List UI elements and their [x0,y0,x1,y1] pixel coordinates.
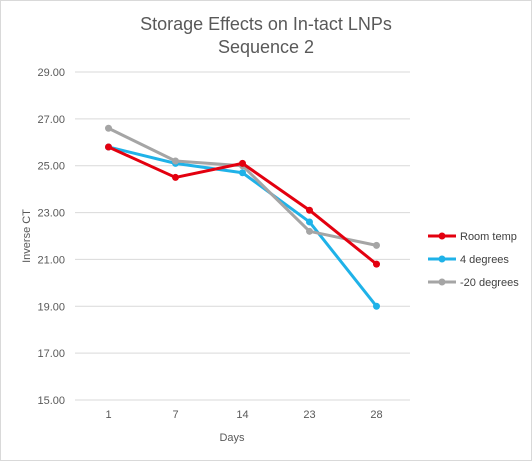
x-axis-title: Days [219,432,245,444]
series-lines [105,124,380,310]
y-tick-label: 15.00 [37,395,65,407]
data-point [239,159,246,167]
legend-item: Room temp [428,231,517,243]
legend-item: -20 degrees [428,277,519,289]
x-axis-ticks: 1 7 14 23 28 [105,409,382,421]
data-point [105,124,112,132]
series-line [107,126,377,247]
x-tick-label: 1 [105,409,111,421]
data-point [105,143,112,151]
gridlines [75,71,410,401]
y-tick-label: 21.00 [37,254,65,266]
legend-label: Room temp [460,231,517,243]
data-point [172,157,179,165]
y-axis-ticks: 15.00 17.00 19.00 21.00 23.00 25.00 27.00 29.00 [37,67,65,407]
legend-label: 4 degrees [460,254,509,266]
y-tick-label: 17.00 [37,348,65,360]
y-tick-label: 27.00 [37,114,65,126]
data-point [172,173,179,181]
legend-item: 4 degrees [428,254,509,266]
x-tick-label: 28 [370,409,382,421]
legend-marker [438,278,446,286]
series-room-temp [105,143,380,268]
legend-marker [438,255,446,263]
data-point [306,218,313,226]
legend-marker [438,232,446,240]
x-tick-label: 14 [236,409,248,421]
y-tick-label: 23.00 [37,208,65,220]
chart-title-line-2: Sequence 2 [218,37,314,57]
data-point [239,169,246,177]
y-tick-label: 19.00 [37,301,65,313]
data-point [306,227,313,235]
legend-label: -20 degrees [460,277,519,289]
x-tick-label: 7 [172,409,178,421]
y-axis-title: Inverse CT [21,209,33,263]
data-point [306,206,313,214]
chart-title-line-1: Storage Effects on In-tact LNPs [140,14,392,34]
series--20-degrees [105,124,380,249]
data-point [373,241,380,249]
data-point [373,260,380,268]
y-tick-label: 25.00 [37,161,65,173]
legend: Room temp 4 degrees -20 degrees [428,231,519,289]
y-tick-label: 29.00 [37,67,65,79]
data-point [373,302,380,310]
x-tick-label: 23 [303,409,315,421]
